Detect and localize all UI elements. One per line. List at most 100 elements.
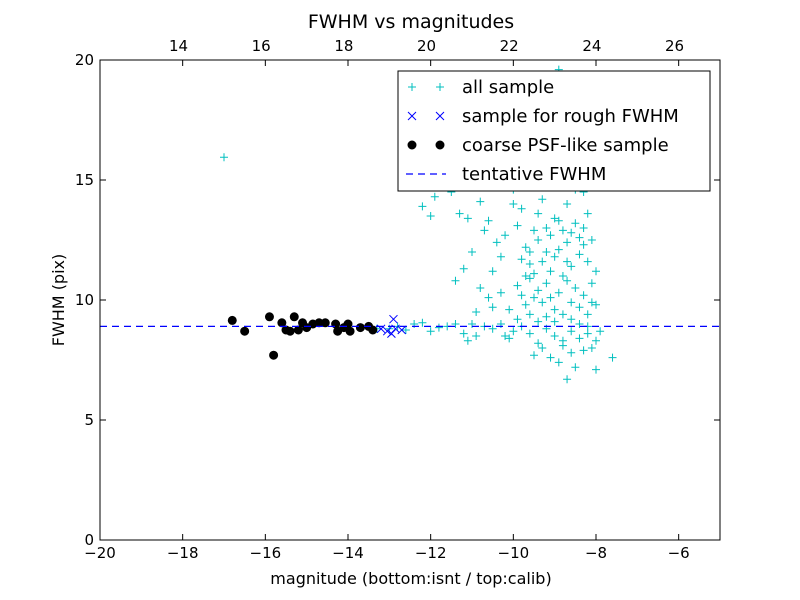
x-tick-label: −10 [498, 544, 530, 562]
all-sample-point [488, 324, 497, 333]
all-sample-point [550, 252, 559, 261]
all-sample-point [468, 248, 476, 256]
y-tick-label: 5 [84, 411, 94, 429]
top-tick-label: 22 [500, 37, 519, 55]
all-sample-point [472, 332, 481, 340]
all-sample-point [608, 353, 617, 362]
all-sample-point [583, 209, 592, 218]
all-sample-point [567, 327, 576, 336]
all-sample-point [542, 248, 551, 256]
all-sample-point [587, 236, 596, 244]
top-tick-label: 14 [169, 37, 188, 55]
coarse-psf-point [355, 323, 365, 333]
all-sample-point [567, 262, 576, 271]
all-sample-point [476, 284, 485, 292]
all-sample-point [567, 298, 576, 307]
legend-label-coarse-psf: coarse PSF-like sample [462, 135, 669, 156]
all-sample-point [538, 195, 547, 204]
all-sample-point [451, 276, 460, 285]
x-axis-ticks: −20 −18 −16 −14 −12 −10 −8 −6 [84, 60, 690, 562]
x-tick-label: −6 [668, 544, 690, 562]
all-sample-point [587, 298, 596, 307]
all-sample-point [530, 269, 538, 278]
all-sample-point [488, 267, 497, 276]
x-tick-label: −8 [585, 544, 607, 562]
all-sample-point [501, 332, 510, 340]
all-sample-point [538, 344, 547, 352]
all-sample-point [546, 353, 555, 362]
all-sample-point [575, 334, 584, 343]
legend: all sample sample for rough FWHM coarse … [397, 70, 711, 192]
all-sample-point [558, 310, 567, 319]
all-sample-point [505, 334, 514, 343]
top-tick-label: 16 [252, 37, 271, 55]
coarse-psf-point [293, 325, 303, 335]
x-tick-label: −16 [250, 544, 282, 562]
all-sample-point [579, 346, 588, 355]
chart-title: FWHM vs magnitudes [308, 11, 514, 33]
all-sample-point [513, 221, 522, 230]
all-sample-point [534, 286, 543, 295]
coarse-psf-point [368, 325, 378, 335]
all-sample-point [550, 332, 559, 340]
legend-marker-cross [407, 111, 417, 121]
all-sample-point [575, 320, 584, 328]
y-tick-label: 15 [75, 171, 94, 189]
legend-label-all-sample: all sample [462, 77, 554, 98]
all-sample-point [418, 318, 427, 327]
all-sample-point [534, 209, 543, 218]
coarse-psf-point [277, 318, 287, 328]
all-sample-point [455, 209, 464, 218]
rough-fwhm-point [387, 329, 396, 338]
coarse-psf-point [285, 326, 295, 336]
all-sample-point [563, 257, 572, 266]
all-sample-point [488, 303, 497, 312]
all-sample-point [538, 298, 547, 307]
all-sample-point [579, 224, 588, 232]
all-sample-point [571, 363, 580, 372]
all-sample-point [534, 236, 543, 244]
all-sample-point [546, 231, 555, 240]
all-sample-point [517, 204, 526, 213]
all-sample-point [451, 320, 460, 328]
all-sample-point [554, 245, 563, 254]
all-sample-point [550, 305, 559, 314]
all-sample-point [434, 323, 443, 332]
legend-label-rough-fwhm: sample for rough FWHM [462, 106, 679, 127]
all-sample-point [550, 317, 559, 326]
all-sample-point [587, 279, 596, 288]
all-sample-point [592, 267, 600, 276]
x-axis-label: magnitude (bottom:isnt / top:calib) [270, 569, 551, 588]
all-sample-point [587, 344, 596, 352]
all-sample-point [480, 226, 489, 235]
rough-fwhm-point [397, 325, 407, 335]
all-sample-point [530, 351, 538, 360]
all-sample-point [463, 214, 472, 223]
all-sample-point [558, 272, 567, 280]
y-axis-label: FWHM (pix) [49, 254, 68, 347]
all-sample-point [525, 310, 534, 319]
all-sample-point [496, 288, 505, 297]
all-sample-point [505, 305, 514, 314]
all-sample-point [571, 219, 580, 228]
all-sample-point [534, 339, 543, 348]
all-sample-point [583, 310, 592, 319]
all-sample-point [459, 264, 468, 273]
legend-marker-dot [435, 140, 445, 150]
coarse-psf-point [345, 326, 355, 336]
all-sample-point [567, 315, 576, 324]
all-sample-point [575, 303, 584, 312]
legend-marker-cross [435, 111, 445, 121]
all-sample-point [525, 274, 534, 283]
all-sample-point [583, 257, 592, 266]
all-sample-point [521, 272, 530, 280]
all-sample-point [513, 315, 522, 324]
legend-marker-dot [407, 140, 417, 150]
top-tick-label: 24 [582, 37, 601, 55]
all-sample-point [517, 291, 526, 300]
all-sample-point [513, 281, 522, 290]
legend-markers [406, 83, 446, 175]
all-sample-point [521, 243, 530, 252]
all-sample-point [542, 279, 551, 288]
